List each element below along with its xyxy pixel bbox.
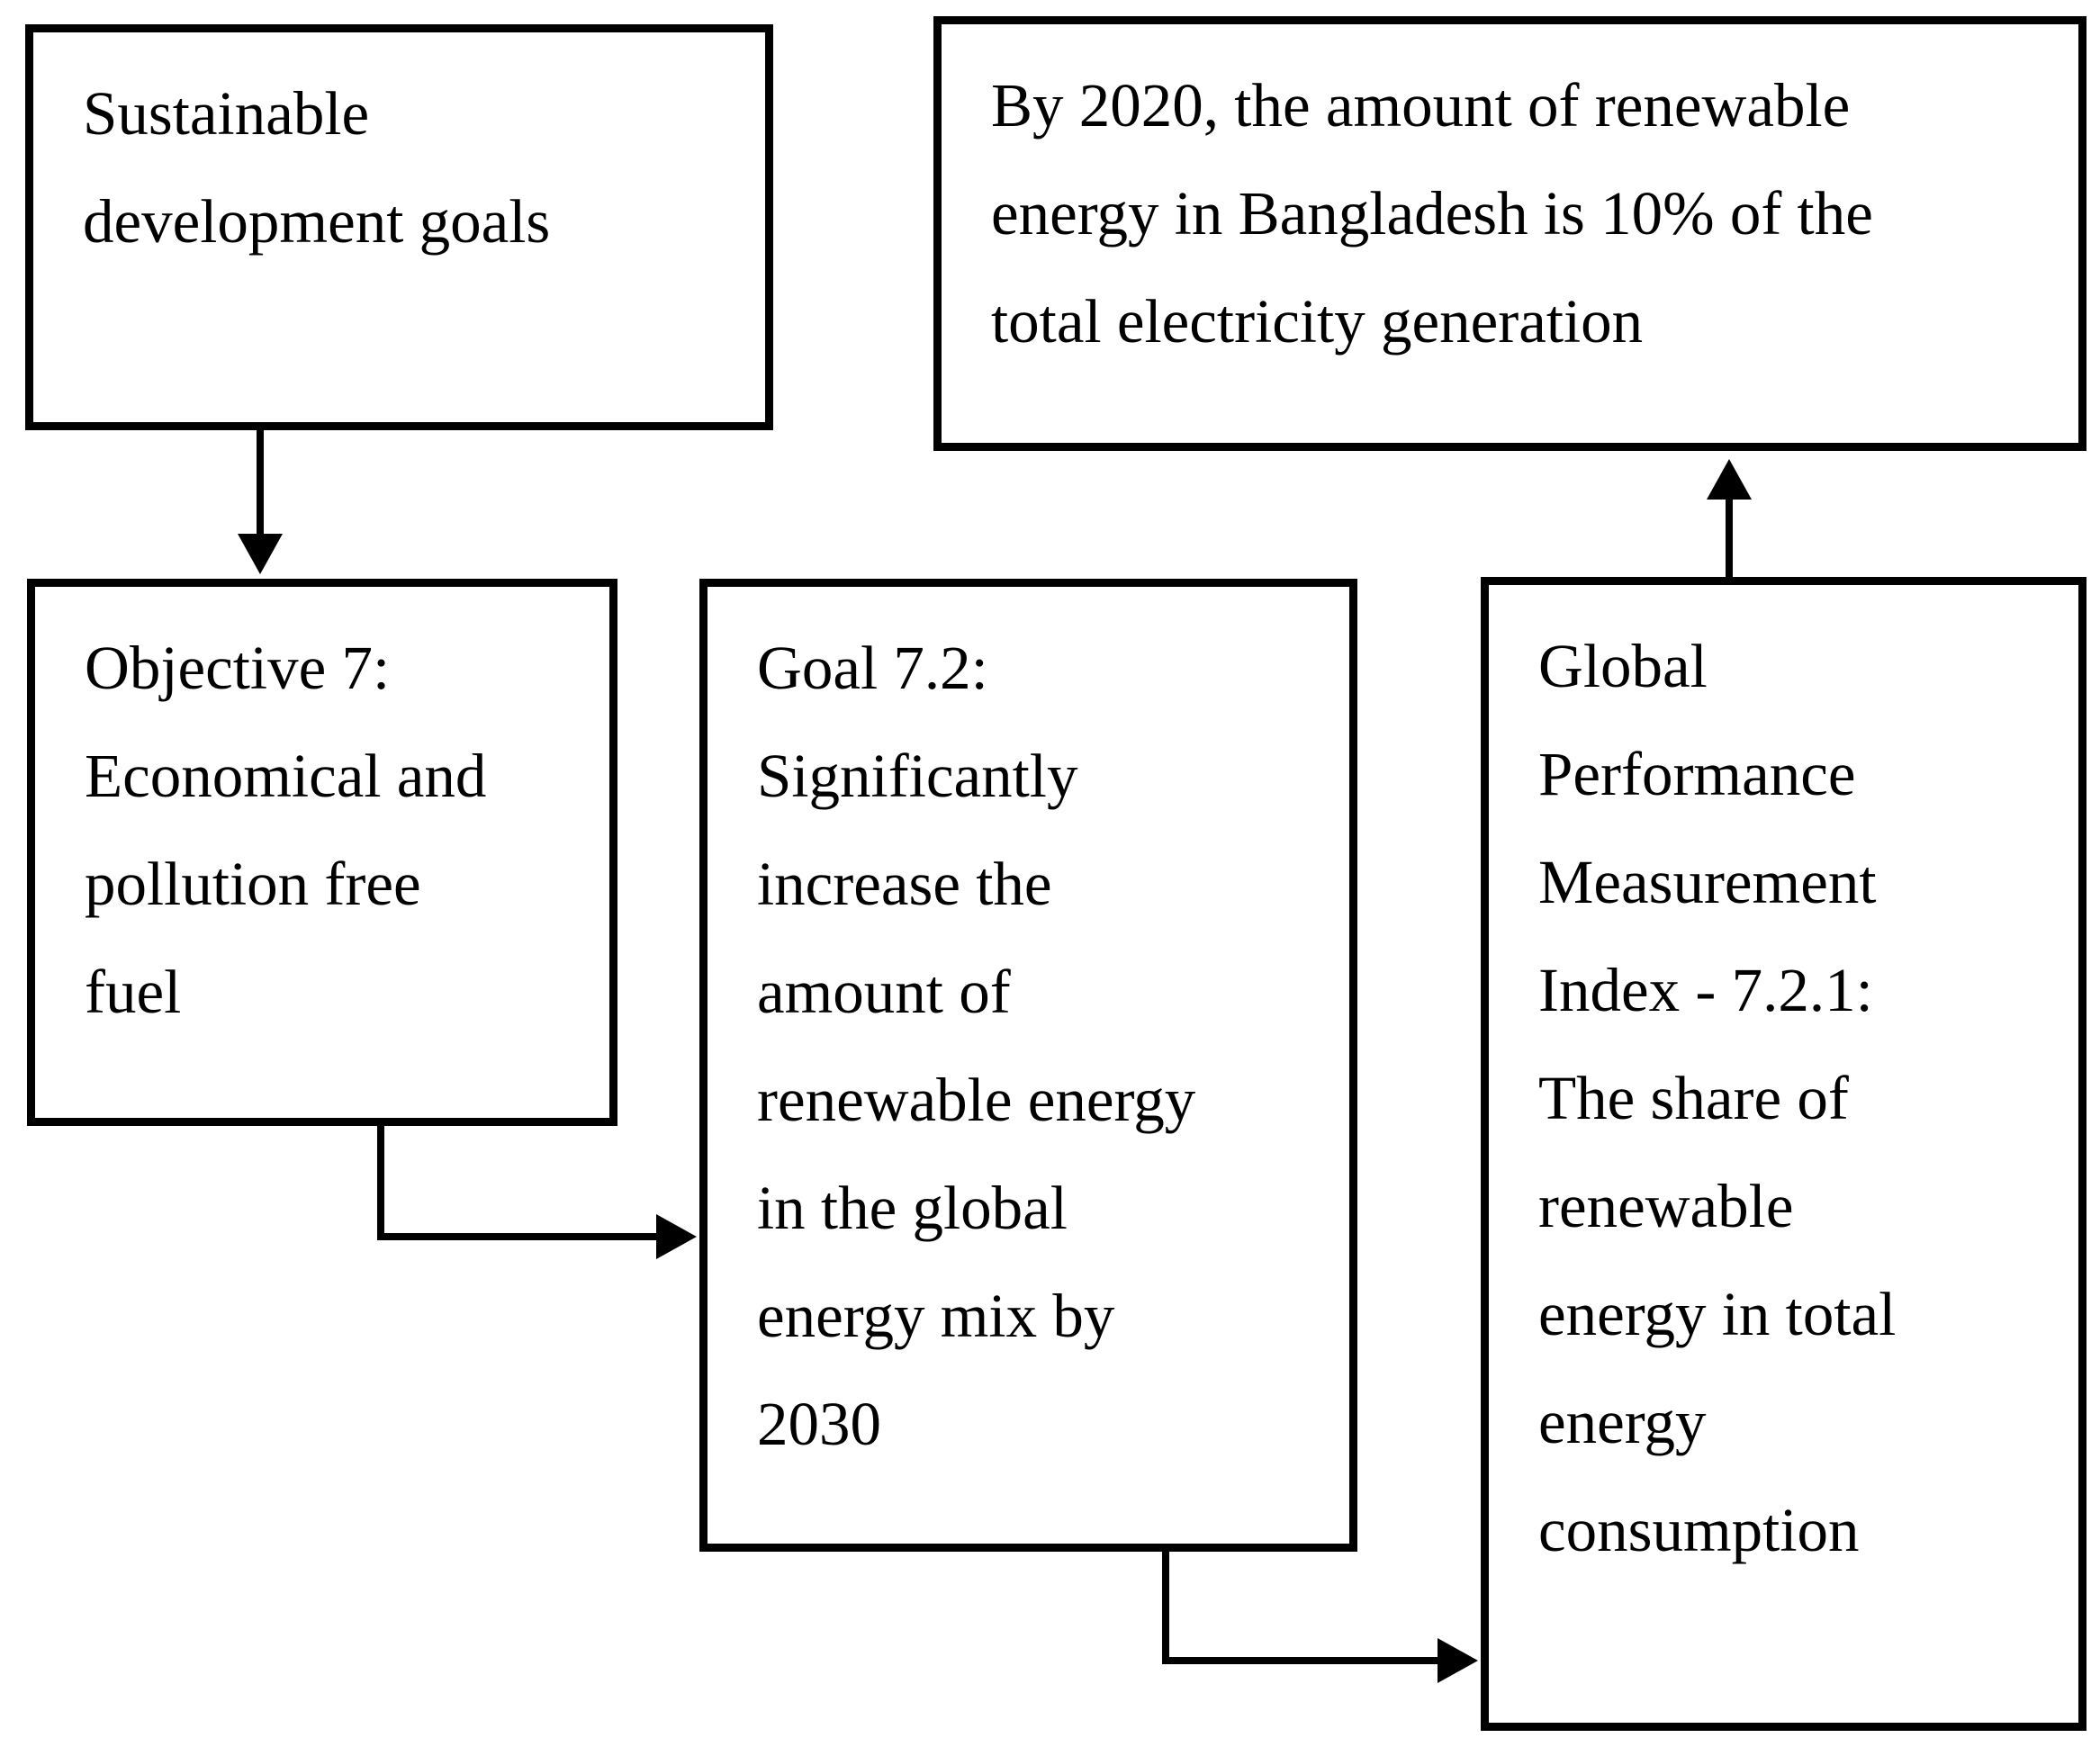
arrow-sdg-to-objective7-arrowhead-icon [238, 534, 283, 574]
box-gpmi-line-8: energy [1538, 1388, 1707, 1456]
box-gpmi-line-1: Global [1538, 632, 1708, 700]
box-gpmi-line-3: Measurement [1538, 848, 1877, 916]
arrow-objective7-to-goal72-arrowhead-icon [656, 1214, 697, 1259]
box-gpmi-line-4: Index - 7.2.1: [1538, 956, 1873, 1024]
box-by-2020-target-line-1: By 2020, the amount of renewable [991, 71, 1851, 140]
box-goal-7-2-line-1: Goal 7.2: [757, 634, 988, 702]
box-objective-7-line-1: Objective 7: [85, 634, 391, 702]
arrow-goal72-to-gpmi-vertical-shaft [1162, 1546, 1169, 1664]
box-by-2020-target-line-3: total electricity generation [991, 287, 1644, 356]
box-objective-7-line-2: Economical and [85, 742, 487, 810]
box-gpmi-line-5: The share of [1538, 1064, 1849, 1132]
arrow-objective7-to-goal72-vertical-shaft [377, 1121, 384, 1240]
box-gpmi-line-6: renewable [1538, 1172, 1794, 1240]
box-goal-7-2-line-4: amount of [757, 958, 1011, 1026]
box-goal-7-2-line-7: energy mix by [757, 1282, 1115, 1350]
arrow-sdg-to-objective7-shaft [257, 425, 264, 537]
box-goal-7-2: Goal 7.2: Significantly increase the amo… [699, 579, 1357, 1552]
arrow-gpmi-to-by2020-shaft [1726, 498, 1733, 581]
box-goal-7-2-line-8: 2030 [757, 1390, 881, 1458]
box-sustainable-development-goals-line-1: Sustainable [83, 79, 370, 148]
box-objective-7: Objective 7: Economical and pollution fr… [27, 579, 617, 1126]
box-by-2020-target-line-2: energy in Bangladesh is 10% of the [991, 179, 1873, 248]
arrow-goal72-to-gpmi-horizontal-shaft [1162, 1657, 1441, 1664]
box-gpmi-line-9: consumption [1538, 1496, 1860, 1564]
box-objective-7-line-4: fuel [85, 958, 182, 1026]
box-sustainable-development-goals: Sustainable development goals [25, 24, 773, 430]
box-goal-7-2-line-5: renewable energy [757, 1066, 1196, 1134]
box-by-2020-target: By 2020, the amount of renewable energy … [933, 16, 2086, 451]
arrow-goal72-to-gpmi-arrowhead-icon [1438, 1638, 1478, 1683]
box-sustainable-development-goals-line-2: development goals [83, 187, 551, 256]
box-gpmi-line-2: Performance [1538, 740, 1856, 808]
box-objective-7-line-3: pollution free [85, 850, 421, 918]
box-goal-7-2-line-3: increase the [757, 850, 1052, 918]
arrow-gpmi-to-by2020-arrowhead-icon [1707, 459, 1752, 500]
arrow-objective7-to-goal72-horizontal-shaft [377, 1233, 660, 1240]
box-goal-7-2-line-2: Significantly [757, 742, 1078, 810]
box-gpmi-line-7: energy in total [1538, 1280, 1897, 1348]
box-global-performance-measurement-index-7-2-1: Global Performance Measurement Index - 7… [1481, 577, 2086, 1731]
box-goal-7-2-line-6: in the global [757, 1174, 1068, 1242]
